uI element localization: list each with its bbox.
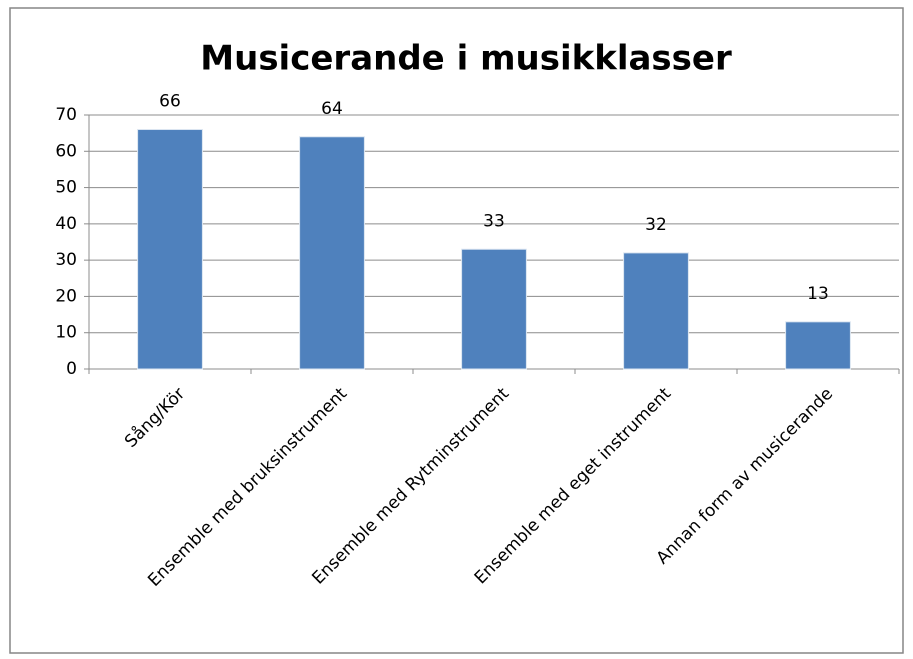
y-tick-label: 0	[66, 359, 77, 379]
data-label: 33	[483, 211, 505, 231]
y-tick-label: 30	[55, 250, 77, 270]
chart-title: Musicerande i musikklasser	[200, 39, 732, 79]
bar	[299, 136, 365, 370]
y-tick-label: 60	[55, 141, 77, 161]
data-label: 66	[159, 92, 181, 112]
y-tick-label: 40	[55, 214, 77, 234]
bar	[461, 248, 527, 370]
y-tick-label: 20	[55, 286, 77, 306]
bar	[137, 129, 203, 370]
y-tick-label: 70	[55, 105, 77, 125]
data-label: 64	[321, 99, 343, 119]
data-label: 13	[807, 284, 829, 304]
data-label: 32	[645, 215, 667, 235]
y-tick-label: 50	[55, 178, 77, 198]
y-tick-label: 10	[55, 323, 77, 343]
bar	[785, 321, 851, 370]
bar	[623, 252, 689, 370]
